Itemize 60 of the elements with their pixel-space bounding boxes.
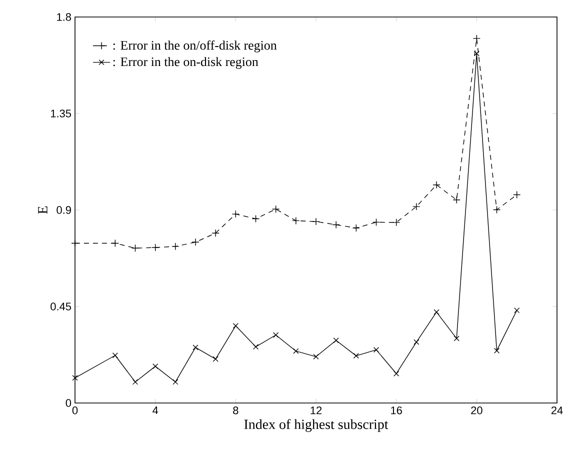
point [292,216,300,225]
point [72,375,78,381]
point [454,336,460,342]
point [112,352,118,358]
point [232,322,238,329]
x-tick-label: 24 [551,406,563,414]
point [414,339,420,345]
point [372,218,380,226]
point [513,190,521,199]
y-axis-title: E [38,206,48,214]
point [312,218,320,226]
point [293,348,299,354]
point [474,50,480,56]
point [132,379,138,385]
legend-label: : Error in the on/off-disk region [113,40,277,52]
point [272,205,280,213]
point [394,370,400,376]
point [252,344,259,350]
point [152,244,160,252]
point [152,364,158,370]
point [353,352,359,359]
x-tick-label: 8 [233,406,238,414]
y-tick-label: 0.45 [50,302,72,310]
point [492,206,501,214]
point [373,346,380,353]
point [212,229,220,237]
point [172,379,178,385]
point [111,239,120,248]
point [452,196,460,204]
point [514,308,520,314]
y-tick-label: 1.8 [57,13,72,21]
point [332,220,340,229]
x-tick-label: 16 [391,406,402,414]
point [131,244,140,252]
point [352,224,360,232]
x-axis-title: Index of highest subscript [244,419,388,432]
point [432,181,440,189]
point [434,309,440,315]
y-tick-label: 1.35 [50,110,72,118]
x-tick-label: 12 [310,406,322,414]
legend-label: : Error in the on-disk region [113,57,258,69]
point [412,202,420,210]
point [313,354,319,360]
x-tick-label: 0 [72,406,78,414]
point [172,242,180,250]
y-tick-label: 0 [66,399,72,407]
point [252,214,260,223]
point [192,238,200,246]
point [192,344,198,350]
point [212,356,218,362]
point [232,210,240,218]
x-tick-label: 4 [152,406,158,414]
point [472,34,481,42]
point [333,338,339,344]
point [392,218,400,226]
point [494,348,500,354]
point [273,332,279,338]
x-tick-label: 20 [471,406,482,414]
point [71,239,79,248]
y-tick-label: 0.9 [56,206,71,214]
